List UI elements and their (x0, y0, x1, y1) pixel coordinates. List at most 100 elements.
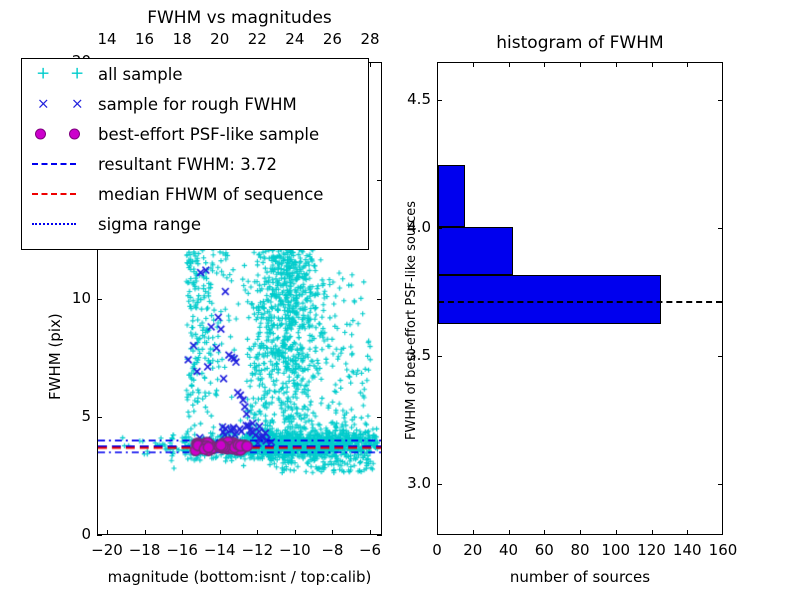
legend-marker-plus-icon: + + (28, 59, 98, 89)
x-tick-label-bottom: −18 (128, 541, 161, 559)
legend-item: best-effort PSF-like sample (22, 119, 368, 149)
x-tick-label-top: 22 (247, 30, 267, 48)
y-tick-mark-right (377, 298, 382, 300)
histogram-bar (438, 275, 662, 324)
x-tick-mark-bottom (580, 530, 581, 535)
legend-marker-dashed-line-icon (28, 179, 98, 209)
line-sample-icon (32, 193, 76, 195)
y-tick-label-right-panel: 4.0 (407, 218, 431, 237)
y-tick-mark-left (97, 298, 102, 300)
x-tick-mark-bottom (257, 530, 259, 535)
y-tick-label-left: 0 (81, 525, 91, 543)
x-marker-icon: × (71, 94, 84, 113)
x-tick-mark-bottom (472, 530, 474, 535)
x-tick-label-right-panel: 80 (570, 541, 590, 559)
y-tick-mark-right (377, 61, 382, 63)
y-tick-mark-left (437, 483, 442, 485)
x-tick-label-top: 14 (97, 30, 117, 48)
left-x-axis-label: magnitude (bottom:isnt / top:calib) (107, 568, 372, 586)
circle-marker-icon (35, 128, 46, 140)
y-tick-label-right-panel: 3.0 (407, 473, 431, 492)
x-tick-mark-bottom (544, 530, 546, 535)
y-tick-label-right-panel: 3.5 (407, 346, 431, 365)
legend-marker-dashdot-line-icon (28, 209, 98, 239)
x-tick-mark-bottom (182, 530, 184, 535)
x-tick-label-bottom: −10 (279, 541, 311, 559)
x-tick-mark-bottom (144, 530, 146, 535)
legend-item-label: sample for rough FWHM (98, 94, 297, 114)
legend-item-label: resultant FWHM: 3.72 (98, 154, 277, 174)
x-tick-label-top: 20 (210, 30, 230, 48)
y-tick-mark-left (437, 355, 442, 357)
legend-marker-x-icon: × × (28, 89, 98, 119)
histogram-bar (438, 165, 465, 227)
x-tick-label-right-panel: 0 (432, 541, 442, 559)
x-tick-label-bottom: −6 (358, 541, 382, 559)
histogram-plot (437, 62, 723, 535)
x-tick-mark-top (508, 62, 510, 67)
legend-marker-dot-icon (28, 119, 98, 149)
left-y-axis-label: FWHM (pix) (46, 313, 64, 400)
legend-box: + + all sample × × sample for rough FWHM best-… (21, 58, 369, 250)
legend-item: median FHWM of sequence (22, 179, 368, 209)
y-tick-mark-right (718, 99, 723, 101)
legend-item: sigma range (22, 209, 368, 239)
x-tick-mark-bottom (332, 530, 334, 535)
x-tick-label-top: 28 (360, 30, 380, 48)
x-tick-label-right-panel: 60 (534, 541, 554, 559)
right-x-axis-label: number of sources (509, 568, 651, 586)
y-tick-mark-right (718, 483, 723, 485)
x-tick-label-top: 18 (172, 30, 192, 48)
x-tick-label-right-panel: 40 (498, 541, 519, 559)
right-plot-title: histogram of FWHM (496, 33, 664, 53)
x-tick-label-right-panel: 140 (672, 541, 702, 559)
y-tick-mark-right (377, 534, 382, 536)
x-tick-mark-bottom (294, 530, 296, 535)
y-tick-label-left: 10 (71, 288, 91, 307)
x-tick-label-right-panel: 160 (708, 541, 738, 559)
x-tick-mark-top (615, 62, 617, 67)
x-tick-label-bottom: −16 (166, 541, 198, 559)
x-marker-icon: × (37, 94, 50, 113)
x-tick-label-right-panel: 20 (463, 541, 483, 559)
right-y-axis-label: FWHM of best-effort PSF-like sources (404, 200, 419, 440)
y-tick-mark-right (718, 355, 723, 357)
y-tick-mark-right (377, 416, 382, 418)
x-tick-mark-bottom (687, 530, 689, 535)
line-sample-icon (32, 223, 76, 225)
plus-marker-icon: + (36, 63, 51, 84)
y-tick-mark-left (97, 416, 102, 418)
legend-item: × × sample for rough FWHM (22, 89, 368, 119)
x-tick-mark-top (472, 62, 474, 67)
x-tick-mark-bottom (219, 530, 221, 535)
y-tick-mark-left (97, 534, 102, 536)
legend-item: + + all sample (22, 59, 368, 89)
x-tick-label-right-panel: 120 (637, 541, 666, 559)
x-tick-mark-top (370, 62, 371, 67)
legend-item-label: sigma range (98, 214, 202, 234)
x-tick-label-bottom: −20 (91, 541, 123, 559)
x-tick-label-bottom: −8 (321, 541, 344, 559)
y-tick-label-left: 5 (81, 406, 91, 425)
x-tick-mark-bottom (651, 530, 653, 535)
x-tick-mark-bottom (437, 530, 438, 535)
resultant-fwhm-line (438, 300, 722, 303)
x-tick-mark-top (544, 62, 546, 67)
x-tick-mark-bottom (722, 530, 723, 535)
x-tick-label-bottom: −14 (203, 541, 236, 559)
legend-item: resultant FWHM: 3.72 (22, 149, 368, 179)
y-tick-mark-left (437, 227, 442, 229)
y-tick-mark-right (718, 227, 723, 229)
x-tick-label-top: 16 (135, 30, 155, 48)
y-tick-label-right-panel: 4.5 (407, 90, 431, 109)
left-plot-title: FWHM vs magnitudes (147, 8, 332, 28)
x-tick-mark-bottom (615, 530, 617, 535)
x-tick-mark-bottom (107, 530, 108, 535)
x-tick-mark-top (437, 62, 438, 67)
x-tick-mark-top (722, 62, 723, 67)
x-tick-mark-top (651, 62, 653, 67)
x-tick-label-top: 26 (322, 30, 342, 48)
x-tick-mark-bottom (508, 530, 510, 535)
legend-marker-dashed-line-icon (28, 149, 98, 179)
